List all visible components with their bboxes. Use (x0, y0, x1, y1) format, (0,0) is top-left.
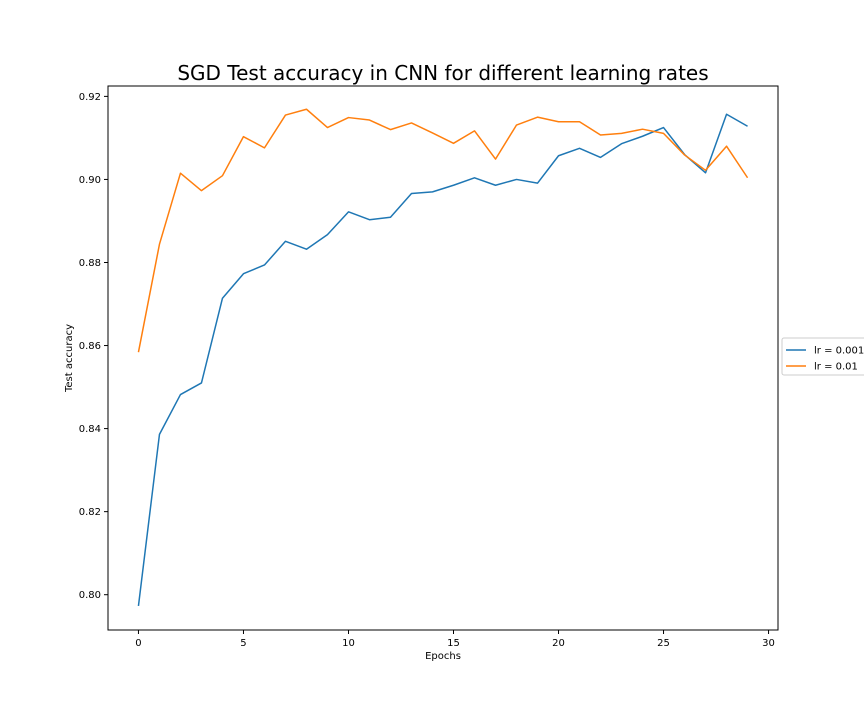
x-tick-label: 25 (657, 638, 670, 649)
x-tick-label: 15 (447, 638, 460, 649)
x-tick-label: 10 (342, 638, 355, 649)
y-axis-label: Test accuracy (64, 324, 75, 393)
y-tick-label: 0.80 (79, 590, 101, 601)
legend-items: lr = 0.001 lr = 0.01 (786, 346, 864, 373)
legend-label-2: lr = 0.01 (814, 362, 858, 373)
y-tick-label: 0.92 (79, 92, 101, 103)
chart-title: SGD Test accuracy in CNN for different l… (177, 61, 708, 85)
series-line-2 (137, 108, 749, 353)
y-tick-label: 0.88 (79, 258, 101, 269)
y-tick-label: 0.86 (79, 341, 101, 352)
legend-label-1: lr = 0.001 (814, 346, 864, 357)
x-axis-ticks: 0 5 10 15 20 25 30 (135, 630, 775, 649)
x-tick-label: 0 (135, 638, 141, 649)
legend: lr = 0.001 lr = 0.01 (781, 337, 864, 376)
plot-lines (137, 108, 749, 607)
x-axis-label: Epochs (425, 651, 461, 662)
x-tick-label: 5 (240, 638, 246, 649)
x-tick-label: 30 (762, 638, 775, 649)
plot-frame (107, 85, 779, 631)
x-tick-label: 20 (552, 638, 565, 649)
y-tick-label: 0.90 (79, 175, 101, 186)
series-line-1 (137, 113, 748, 607)
y-tick-label: 0.84 (79, 424, 101, 435)
y-axis-ticks: 0.80 0.82 0.84 0.86 0.88 0.90 0.92 (79, 92, 108, 601)
y-tick-label: 0.82 (79, 507, 101, 518)
